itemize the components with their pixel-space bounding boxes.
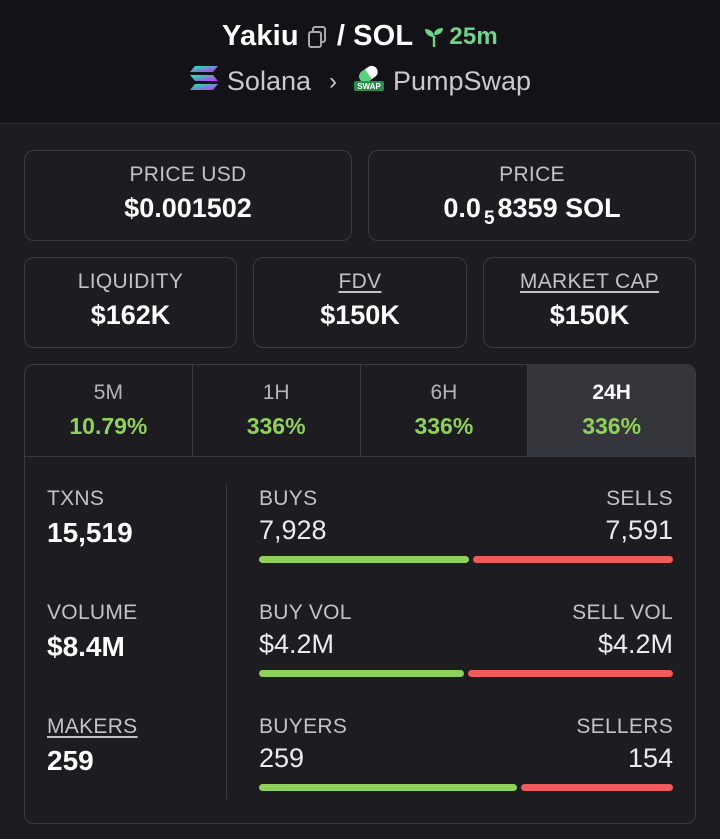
buy-vol-bar-segment xyxy=(259,670,464,677)
sells-bar-segment xyxy=(472,556,673,563)
buyers-sellers-bar xyxy=(259,784,673,791)
sells-value: 7,591 xyxy=(605,515,673,545)
sellers-value: 154 xyxy=(627,743,673,773)
market-cap-value: $150K xyxy=(549,300,630,330)
sells-label: SELLS xyxy=(606,487,673,510)
liquidity-card: LIQUIDITY $162K xyxy=(24,257,237,348)
txns-metric: TXNS 15,519 xyxy=(47,487,133,549)
buy-vol-label: BUY VOL xyxy=(259,601,352,624)
sellers-bar-segment xyxy=(520,784,673,791)
solana-icon xyxy=(189,65,219,98)
price-sol-label: PRICE xyxy=(499,163,565,186)
buyers-bar-segment xyxy=(259,784,517,791)
column-divider xyxy=(226,483,227,799)
makers-label[interactable]: MAKERS xyxy=(47,715,138,738)
buyers-sellers-pair: BUYERS SELLERS 259 154 xyxy=(259,715,673,791)
txns-value: 15,519 xyxy=(47,517,133,548)
tab-1h[interactable]: 1H 336% xyxy=(193,365,361,456)
age-text: 25m xyxy=(449,22,498,50)
buy-vol-value: $4.2M xyxy=(259,629,335,659)
makers-value: 259 xyxy=(47,745,94,776)
chain-name[interactable]: Solana xyxy=(226,66,311,96)
txns-label: TXNS xyxy=(47,487,105,510)
tab-6h-change: 336% xyxy=(414,413,474,439)
tab-5m-change: 10.79% xyxy=(69,413,148,439)
tab-1h-label: 1H xyxy=(262,381,290,404)
buys-value: 7,928 xyxy=(259,515,327,545)
liquidity-label: LIQUIDITY xyxy=(77,270,184,293)
trading-stats-panel: 5M 10.79% 1H 336% 6H 336% 24H 336% TXNS … xyxy=(24,364,696,824)
price-sol-prefix: 0.0 xyxy=(443,193,481,223)
market-cap-card: MARKET CAP $150K xyxy=(483,257,696,348)
buys-bar-segment xyxy=(259,556,469,563)
buys-label: BUYS xyxy=(259,487,318,510)
makers-metric: MAKERS 259 xyxy=(47,715,138,777)
tab-1h-change: 336% xyxy=(246,413,306,439)
price-sol-zero-count: 5 xyxy=(483,208,495,229)
pumpswap-badge: SWAP xyxy=(357,82,381,91)
sell-vol-value: $4.2M xyxy=(597,629,673,659)
pair-title: Yakiu / SOL 25m xyxy=(0,20,720,53)
tab-24h-label: 24H xyxy=(592,381,631,404)
price-sol-value: 0.0 5 8359 SOL xyxy=(369,193,695,230)
volume-metric: VOLUME $8.4M xyxy=(47,601,138,663)
liquidity-value: $162K xyxy=(90,300,171,330)
buyers-value: 259 xyxy=(259,743,305,773)
price-usd-label: PRICE USD xyxy=(129,163,247,186)
volume-label: VOLUME xyxy=(47,601,138,624)
buy-sell-volume-pair: BUY VOL SELL VOL $4.2M $4.2M xyxy=(259,601,673,677)
sell-vol-label: SELL VOL xyxy=(572,601,673,624)
buys-sells-bar xyxy=(259,556,673,563)
price-sol-suffix: 8359 SOL xyxy=(497,193,621,223)
buys-sells-pair: BUYS SELLS 7,928 7,591 xyxy=(259,487,673,563)
sellers-label: SELLERS xyxy=(576,715,673,738)
timeframe-tabs: 5M 10.79% 1H 336% 6H 336% 24H 336% xyxy=(25,365,695,457)
tab-24h[interactable]: 24H 336% xyxy=(528,365,695,456)
chain-breadcrumb: Solana › SWAP PumpSwap xyxy=(0,64,720,99)
pair-age: 25m xyxy=(423,23,498,51)
price-usd-value: $0.001502 xyxy=(124,193,252,223)
tab-5m-label: 5M xyxy=(93,381,123,404)
copy-icon[interactable] xyxy=(307,25,327,48)
pair-header: Yakiu / SOL 25m xyxy=(0,0,720,124)
sprout-icon xyxy=(425,27,444,47)
dex-name[interactable]: PumpSwap xyxy=(393,66,532,96)
buy-sell-volume-bar xyxy=(259,670,673,677)
pumpswap-icon: SWAP xyxy=(353,64,385,99)
price-usd-card: PRICE USD $0.001502 xyxy=(24,150,352,241)
quote-token: SOL xyxy=(353,20,414,52)
market-cap-label[interactable]: MARKET CAP xyxy=(519,270,660,293)
tab-6h-label: 6H xyxy=(430,381,458,404)
fdv-label[interactable]: FDV xyxy=(338,270,382,293)
tab-24h-change: 336% xyxy=(582,413,642,439)
volume-value: $8.4M xyxy=(47,631,125,662)
tab-5m[interactable]: 5M 10.79% xyxy=(25,365,193,456)
price-sol-card: PRICE 0.0 5 8359 SOL xyxy=(368,150,696,241)
fdv-card: FDV $150K xyxy=(253,257,467,348)
token-name: Yakiu xyxy=(222,20,299,52)
buyers-label: BUYERS xyxy=(259,715,348,738)
chevron-right-icon: › xyxy=(329,67,337,95)
fdv-value: $150K xyxy=(320,300,400,330)
pair-separator: / xyxy=(336,20,346,52)
tab-6h[interactable]: 6H 336% xyxy=(361,365,529,456)
sell-vol-bar-segment xyxy=(468,670,673,677)
